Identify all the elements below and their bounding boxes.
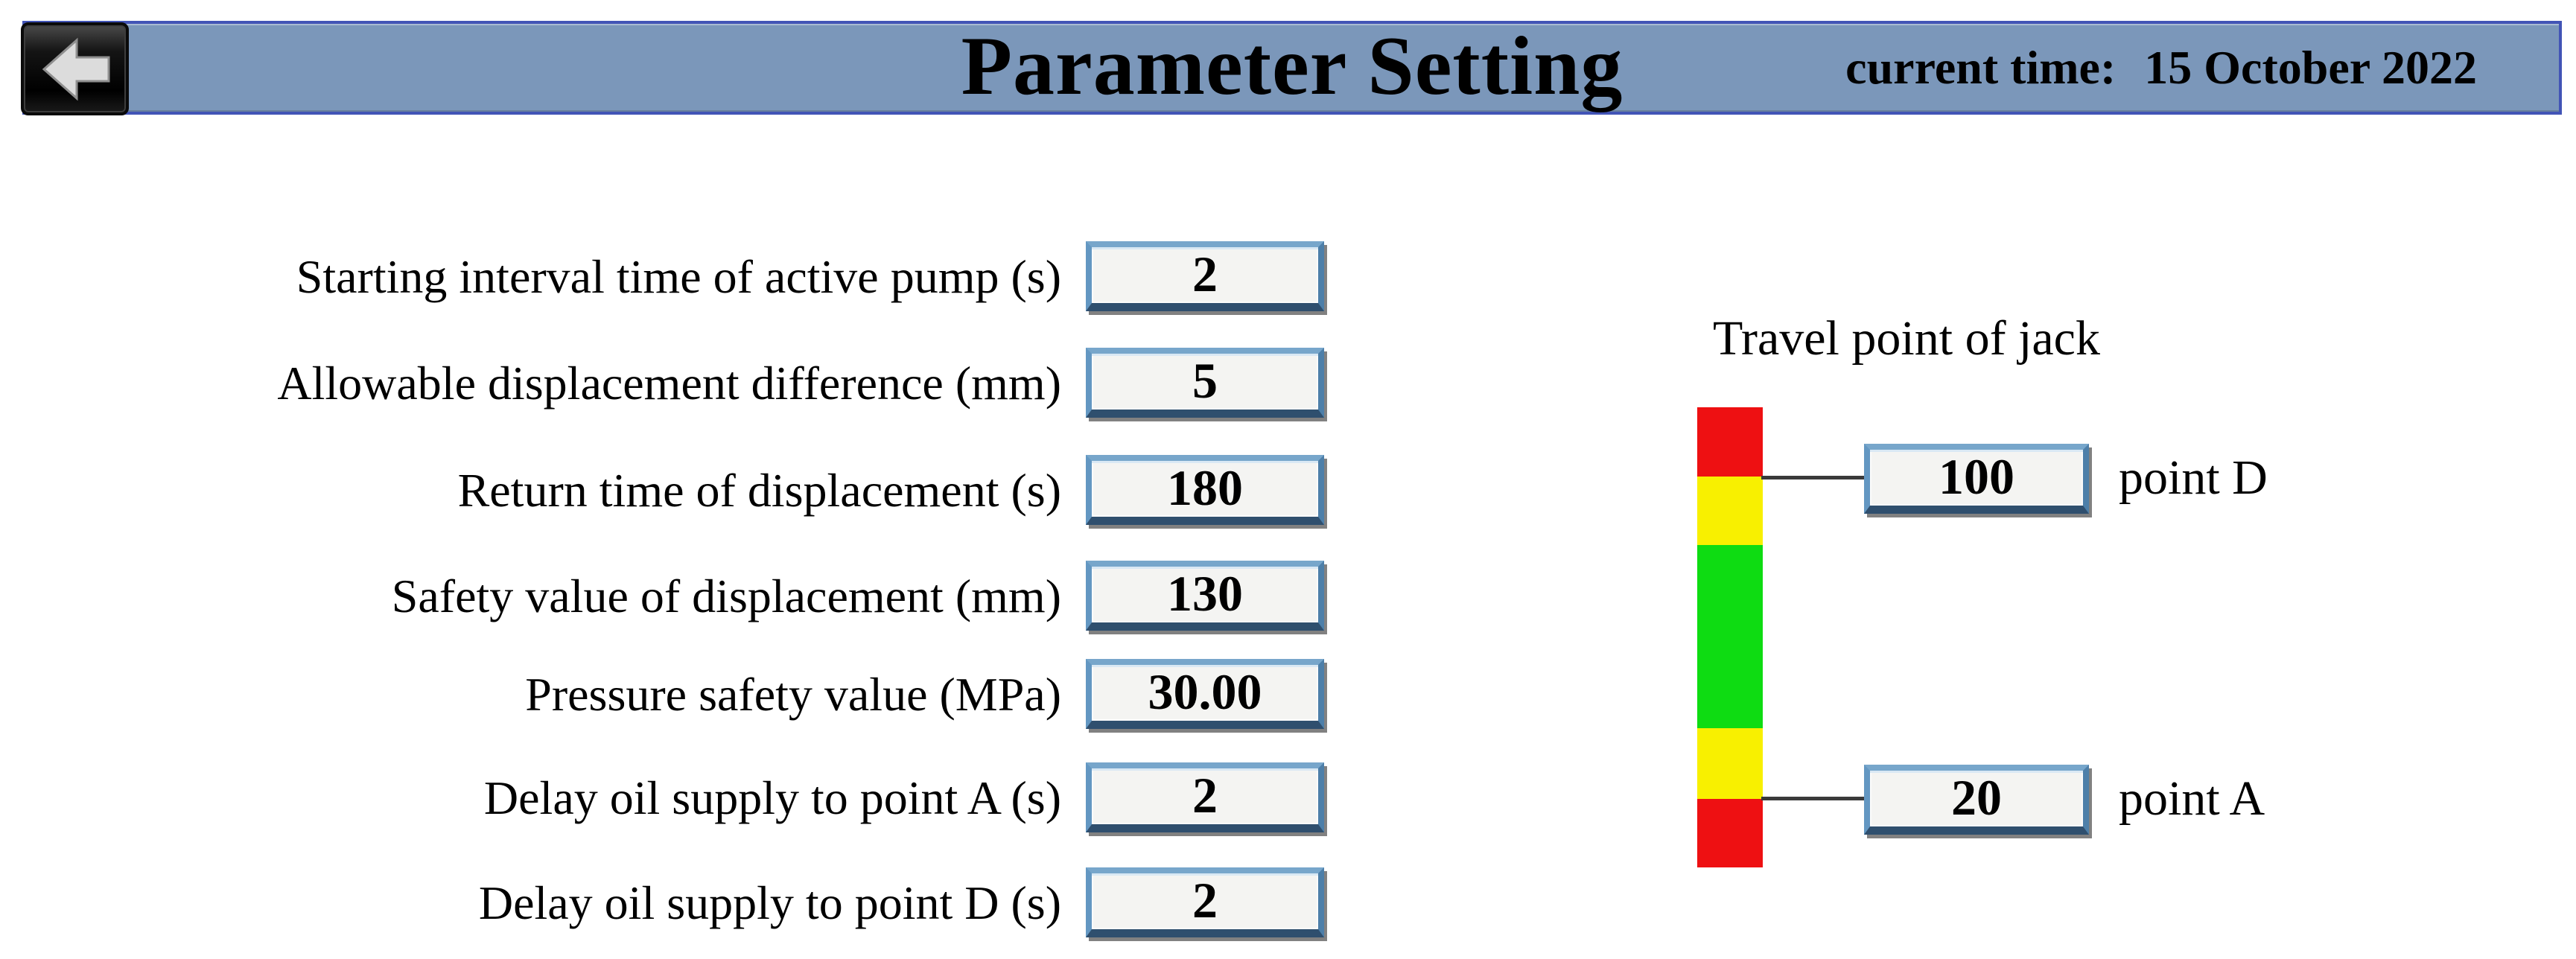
- parameter-value-field[interactable]: 2: [1086, 241, 1324, 311]
- parameter-value-field[interactable]: 180: [1086, 455, 1324, 525]
- parameter-row: Safety value of displacement (mm) 130: [0, 561, 1341, 631]
- jack-bar-segment-yellow-top: [1697, 476, 1763, 546]
- travel-section-title: Travel point of jack: [1713, 311, 2100, 366]
- parameter-row: Delay oil supply to point A (s) 2: [0, 762, 1341, 832]
- parameter-label: Starting interval time of active pump (s…: [296, 250, 1061, 303]
- point-a-label: point A: [2119, 771, 2265, 826]
- parameter-label: Pressure safety value (MPa): [525, 668, 1061, 721]
- parameter-value-field[interactable]: 2: [1086, 762, 1324, 832]
- parameter-value-field[interactable]: 2: [1086, 867, 1324, 937]
- parameter-row: Return time of displacement (s) 180: [0, 455, 1341, 525]
- current-time-label: current time:: [1845, 41, 2117, 94]
- parameter-value-field[interactable]: 30.00: [1086, 659, 1324, 729]
- page-title: Parameter Setting: [961, 20, 1623, 112]
- jack-travel-bar: [1697, 407, 1763, 867]
- jack-bar-segment-red-top: [1697, 407, 1763, 477]
- parameter-row: Delay oil supply to point D (s) 2: [0, 867, 1341, 937]
- parameter-row: Allowable displacement difference (mm) 5: [0, 348, 1341, 418]
- point-d-value-field[interactable]: 100: [1864, 444, 2089, 514]
- point-a-connector-line: [1761, 797, 1866, 800]
- parameter-label: Delay oil supply to point D (s): [478, 876, 1061, 929]
- parameter-row: Starting interval time of active pump (s…: [0, 241, 1341, 311]
- jack-bar-segment-red-bottom: [1697, 798, 1763, 867]
- jack-bar-segment-yellow-bottom: [1697, 727, 1763, 799]
- jack-bar-segment-green-middle: [1697, 545, 1763, 728]
- parameter-value-field[interactable]: 130: [1086, 561, 1324, 631]
- parameter-row: Pressure safety value (MPa) 30.00: [0, 659, 1341, 729]
- parameter-value-field[interactable]: 5: [1086, 348, 1324, 418]
- parameter-label: Delay oil supply to point A (s): [483, 771, 1061, 824]
- parameter-label: Allowable displacement difference (mm): [277, 357, 1061, 410]
- back-button[interactable]: [21, 22, 129, 115]
- point-a-value-field[interactable]: 20: [1864, 765, 2089, 835]
- back-arrow-icon: [38, 32, 112, 106]
- current-time-value: 15 October 2022: [2144, 41, 2477, 94]
- header-bar: Parameter Setting current time: 15 Octob…: [22, 20, 2562, 115]
- current-time: current time: 15 October 2022: [1845, 24, 2477, 112]
- parameter-label: Return time of displacement (s): [457, 464, 1061, 517]
- parameter-label: Safety value of displacement (mm): [391, 570, 1061, 622]
- point-d-label: point D: [2119, 450, 2268, 505]
- point-d-connector-line: [1761, 476, 1866, 480]
